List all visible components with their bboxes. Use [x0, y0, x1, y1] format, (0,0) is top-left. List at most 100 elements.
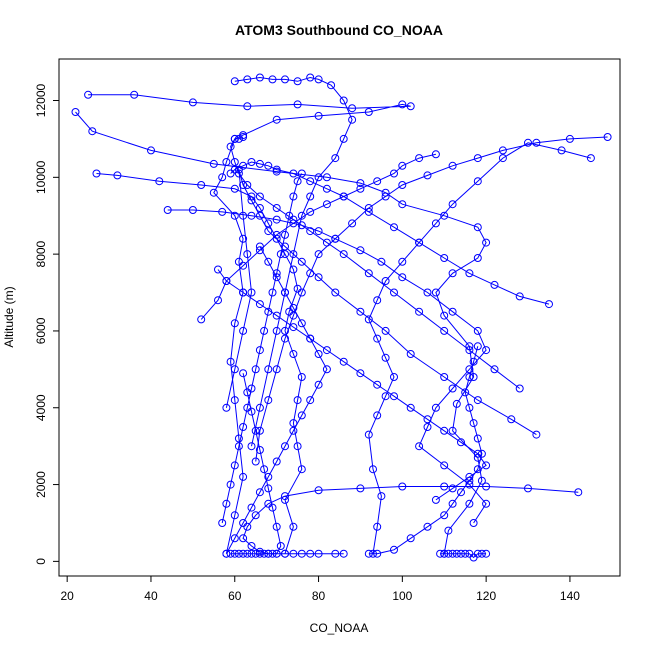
data-point — [415, 442, 424, 451]
data-point — [247, 442, 256, 451]
data-point — [260, 465, 269, 474]
data-point — [415, 238, 424, 247]
series-line — [225, 246, 328, 554]
data-point — [272, 204, 281, 212]
data-point — [281, 334, 289, 343]
data-point — [314, 111, 323, 120]
data-point — [398, 200, 407, 209]
data-point — [272, 230, 281, 239]
data-point — [356, 179, 365, 188]
data-point — [431, 495, 440, 504]
data-point — [272, 522, 281, 531]
data-point — [243, 181, 252, 189]
data-point — [243, 549, 252, 558]
data-point — [373, 549, 382, 558]
data-point — [243, 250, 252, 259]
data-point — [415, 307, 424, 316]
data-point — [377, 492, 386, 501]
data-point — [440, 326, 449, 335]
data-point — [297, 169, 306, 178]
data-point — [251, 426, 260, 435]
data-point — [272, 326, 281, 335]
data-point — [281, 492, 289, 501]
y-tick-label: 12000 — [34, 84, 48, 118]
data-point — [222, 499, 231, 508]
data-point — [373, 296, 382, 305]
data-point — [431, 219, 440, 228]
data-point — [565, 134, 574, 143]
data-point — [272, 165, 281, 174]
data-point — [373, 411, 382, 420]
data-point — [222, 277, 231, 285]
data-point — [356, 369, 365, 378]
data-point — [423, 423, 432, 431]
data-point — [364, 108, 373, 116]
data-point — [322, 173, 331, 182]
data-point — [406, 350, 415, 358]
series-line — [242, 486, 579, 555]
data-point — [415, 154, 424, 163]
data-point — [264, 472, 273, 481]
data-point — [264, 227, 273, 236]
data-point — [440, 311, 449, 320]
data-point — [251, 549, 260, 558]
data-point — [364, 549, 373, 558]
data-point — [524, 138, 532, 147]
chart-title: ATOM3 Southbound CO_NOAA — [235, 22, 443, 38]
data-point — [226, 549, 235, 558]
data-point — [381, 192, 390, 201]
x-axis-label: CO_NOAA — [310, 621, 369, 635]
series-line — [230, 373, 282, 555]
data-point — [373, 522, 382, 531]
data-point — [482, 499, 491, 508]
data-point — [515, 384, 524, 393]
data-point — [272, 269, 281, 278]
data-point — [218, 173, 227, 182]
data-point — [230, 365, 239, 374]
data-point — [188, 98, 197, 107]
data-point — [331, 288, 340, 297]
data-point — [348, 115, 357, 124]
data-point — [390, 223, 398, 232]
x-tick-label: 40 — [144, 589, 158, 603]
data-point — [285, 211, 294, 220]
data-point — [461, 549, 470, 558]
data-point — [507, 415, 516, 424]
x-tick-label: 120 — [476, 589, 496, 603]
series-group — [84, 90, 415, 558]
data-point — [272, 311, 281, 320]
data-point — [289, 192, 298, 201]
data-point — [264, 365, 273, 374]
data-point — [457, 549, 465, 558]
data-point — [448, 269, 457, 278]
data-point — [272, 167, 281, 176]
data-point — [293, 396, 302, 405]
data-point — [448, 384, 457, 393]
data-point — [239, 181, 248, 189]
data-point — [515, 292, 524, 301]
data-point — [339, 192, 348, 201]
data-point — [452, 399, 461, 408]
plot-frame — [58, 58, 621, 577]
data-point — [226, 357, 235, 366]
data-point — [406, 102, 415, 111]
data-point — [423, 415, 432, 424]
data-point — [289, 426, 298, 435]
data-point — [247, 288, 256, 297]
data-point — [264, 549, 273, 558]
data-point — [247, 542, 256, 550]
data-point — [440, 549, 449, 558]
series-group — [226, 158, 553, 309]
data-point — [255, 192, 264, 201]
data-point — [364, 269, 373, 278]
data-point — [239, 133, 248, 141]
series-group — [214, 265, 491, 504]
data-point — [88, 127, 97, 136]
data-point — [322, 200, 331, 209]
data-point — [230, 184, 239, 193]
data-point — [255, 446, 264, 454]
data-point — [230, 461, 239, 470]
data-point — [247, 158, 256, 166]
data-point — [297, 319, 306, 328]
